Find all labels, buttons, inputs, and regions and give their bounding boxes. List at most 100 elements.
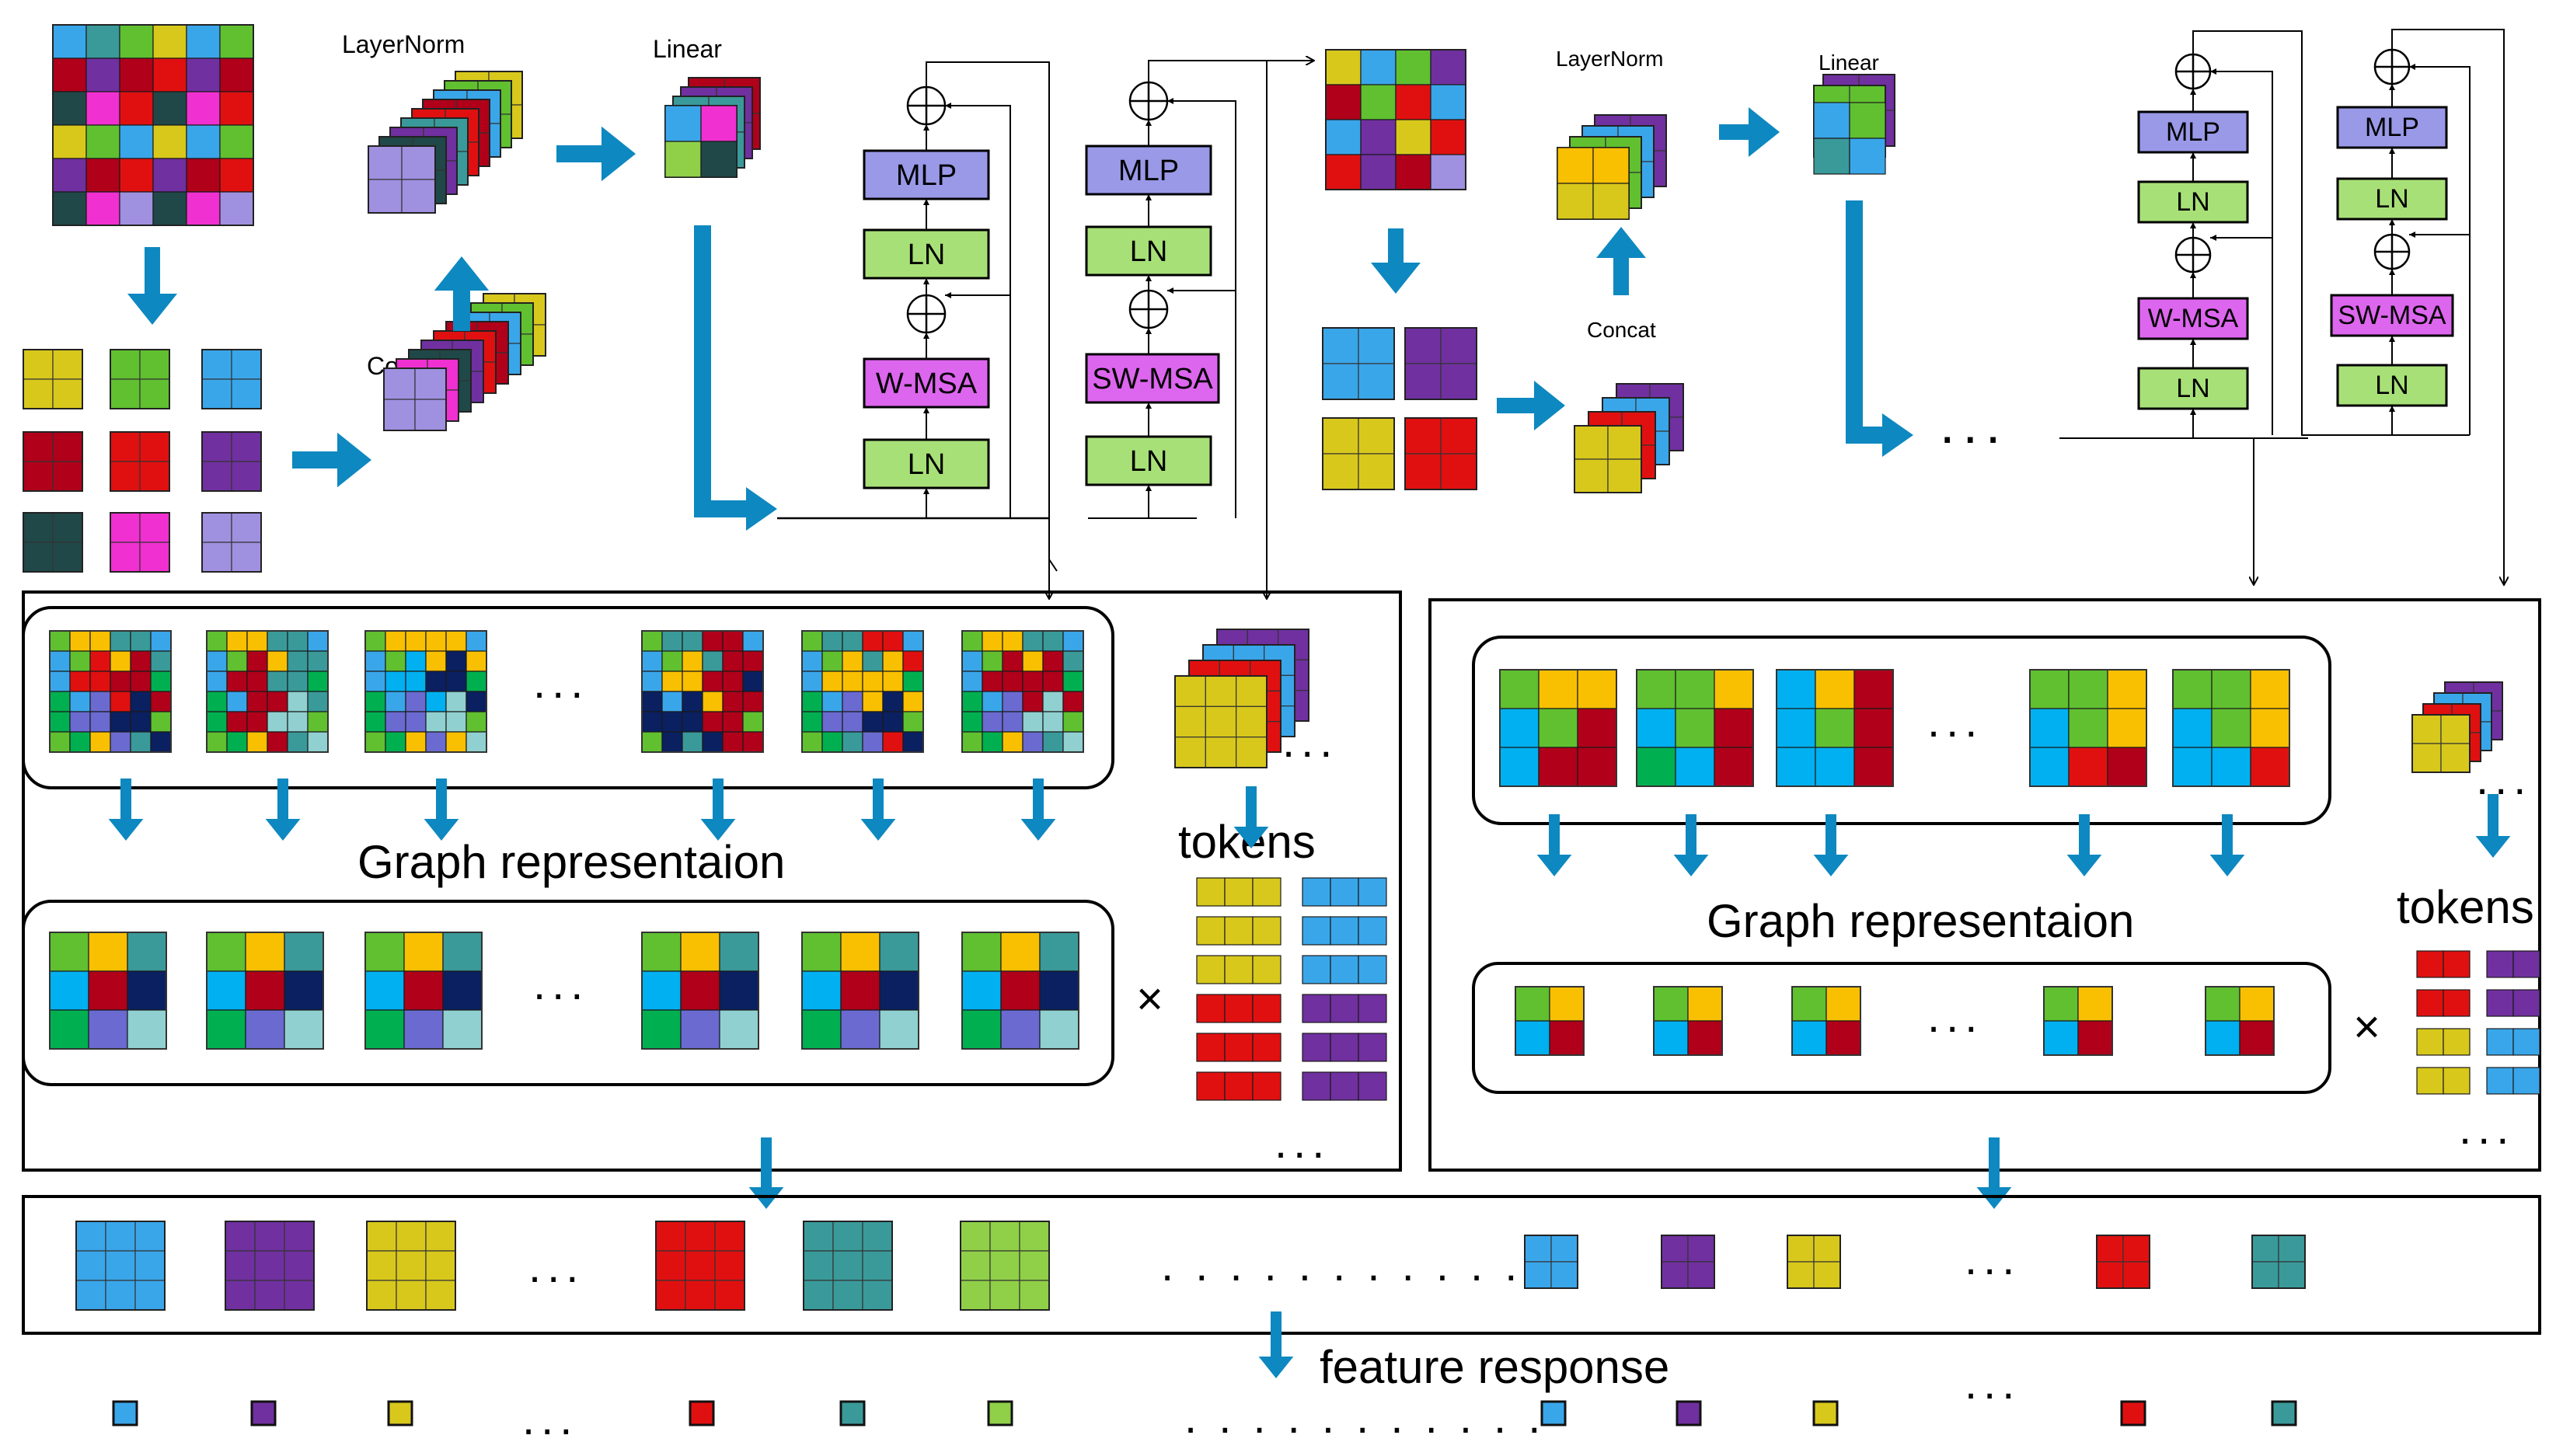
- patch-2-2-cell: [231, 512, 262, 543]
- g1-cell: [742, 671, 764, 692]
- stage2-patch-red-cell: [1440, 417, 1477, 455]
- times-sign-1: ×: [1136, 973, 1163, 1025]
- stage2-patch-blue-cell: [1358, 327, 1395, 364]
- token2-left-1-cell: [2416, 989, 2444, 1017]
- g1-cell: [982, 650, 1003, 672]
- token-left-5-cell: [1224, 1071, 1254, 1101]
- graph-node-2-0-cell: [1577, 669, 1617, 709]
- feature-response-cell-9: [2120, 1400, 2146, 1426]
- input-image-cell: [119, 158, 154, 193]
- graph-repr-1-border-2: [364, 932, 483, 1050]
- arrow-ln2-to-linear2: [1719, 107, 1780, 157]
- g1-cell: [821, 671, 843, 692]
- graph-node-2-3-cell: [2068, 747, 2108, 787]
- summary2-teal-cell: [2278, 1235, 2306, 1263]
- token-right-0-cell: [1302, 877, 1331, 907]
- g1-cell: [862, 671, 884, 692]
- g1-cell: [961, 671, 983, 692]
- g1-cell: [150, 650, 172, 672]
- token2-left-0-cell: [2416, 950, 2444, 978]
- g1-cell: [661, 691, 683, 712]
- token2-left-3-cell: [2443, 1067, 2471, 1095]
- arrow-tokens-2: [2475, 794, 2511, 858]
- summary-lightgreen-cell: [1019, 1250, 1050, 1281]
- input-image-cell: [52, 158, 87, 193]
- token-left-2-cell: [1196, 955, 1226, 984]
- g1-cell: [49, 671, 71, 692]
- graph-repr-2-1-cell: [1653, 1020, 1689, 1056]
- arrow-concat2-up-shape: [1596, 227, 1646, 295]
- arrow-panel1-down-shape: [748, 1137, 784, 1209]
- g1-cell: [425, 630, 447, 652]
- block4-ln-bottom-box: [2336, 364, 2448, 407]
- graph-node-1-2: [364, 630, 487, 753]
- panel-2-bottom-rounded: [1472, 962, 2331, 1094]
- g1-cell: [1062, 630, 1084, 652]
- g1-cell: [385, 630, 406, 652]
- graph-node-2-0-cell: [1577, 708, 1617, 748]
- graph-node-2-2-cell: [1815, 747, 1855, 787]
- block2-ln-bottom-text: LN: [1130, 445, 1168, 478]
- summary-red-cell: [714, 1221, 745, 1252]
- graph-node-2-2-cell: [1853, 747, 1894, 787]
- graph-node-2-1-cell: [1675, 669, 1715, 709]
- graph-repr-2-border-2: [1791, 986, 1861, 1056]
- arrow-graph1-0-shape: [108, 779, 144, 841]
- panel-1-bottom-rounded: [22, 900, 1114, 1086]
- token2-left-0-cell: [2443, 950, 2471, 978]
- g1-cell: [682, 671, 703, 692]
- summary2-red-cell: [2096, 1261, 2124, 1289]
- token-right-1-cell: [1358, 916, 1387, 946]
- arrow-tokens-1: [1233, 786, 1269, 848]
- g1-cell: [466, 711, 487, 733]
- ellipsis-top-right: ...: [1940, 394, 2008, 455]
- ellipsis-graph-row-3: ...: [1927, 696, 1983, 747]
- token-right-4-cell: [1302, 1033, 1331, 1062]
- summary2-purple-cell: [1661, 1261, 1689, 1289]
- summary-long-ellipsis: . . . . . . . . . . .: [1161, 1240, 1522, 1291]
- arrow-graph2-3: [2066, 814, 2102, 876]
- arrow-graph1-3-shape: [700, 779, 736, 841]
- input-image-cell: [186, 57, 221, 92]
- g1-cell: [364, 671, 386, 692]
- patch-0-1-border: [110, 349, 170, 409]
- graph-node-2-3-cell: [2107, 669, 2147, 709]
- feature-response-cell-3: [689, 1400, 715, 1426]
- stage2-image-cell: [1325, 84, 1362, 120]
- g1-cell: [982, 671, 1003, 692]
- g1-cell: [110, 671, 131, 692]
- g1-cell: [89, 691, 111, 712]
- patch-2-0-cell: [52, 512, 83, 543]
- summary-yellow-border: [366, 1221, 456, 1311]
- summary2-yellow-cell: [1787, 1261, 1815, 1289]
- g1-cell: [661, 650, 683, 672]
- layernorm-stack-1-layer-0-cell: [401, 179, 436, 214]
- layernorm-stack-1-layer-0-cell: [401, 145, 436, 180]
- feature-response-cell-10: [2271, 1400, 2297, 1426]
- g1-cell: [1042, 731, 1064, 753]
- graph-repr-1-3-cell: [719, 1009, 759, 1050]
- patch-0-1-cell: [110, 378, 141, 409]
- summary-teal-cell: [832, 1250, 863, 1281]
- g1-cell: [206, 630, 228, 652]
- g1-cell: [702, 711, 724, 733]
- g1-cell: [150, 731, 172, 753]
- g1-cell: [307, 691, 329, 712]
- patch-0-2-cell: [231, 378, 262, 409]
- g1-cell: [89, 711, 111, 733]
- token-right-4-cell: [1330, 1033, 1359, 1062]
- g1-cell: [287, 731, 309, 753]
- patch-0-0-cell: [52, 378, 83, 409]
- g1-cell: [862, 711, 884, 733]
- g1-cell: [801, 671, 823, 692]
- g1-cell: [902, 691, 924, 712]
- g1-cell: [385, 671, 406, 692]
- token-right-1-cell: [1330, 916, 1359, 946]
- summary2-purple-cell: [1687, 1261, 1715, 1289]
- g1-cell: [742, 711, 764, 733]
- patch-0-1-cell: [139, 378, 170, 409]
- summary2-purple-border: [1661, 1235, 1715, 1289]
- block2-mlp-box: [1085, 145, 1212, 196]
- g1-cell: [364, 630, 386, 652]
- g1-cell: [801, 731, 823, 753]
